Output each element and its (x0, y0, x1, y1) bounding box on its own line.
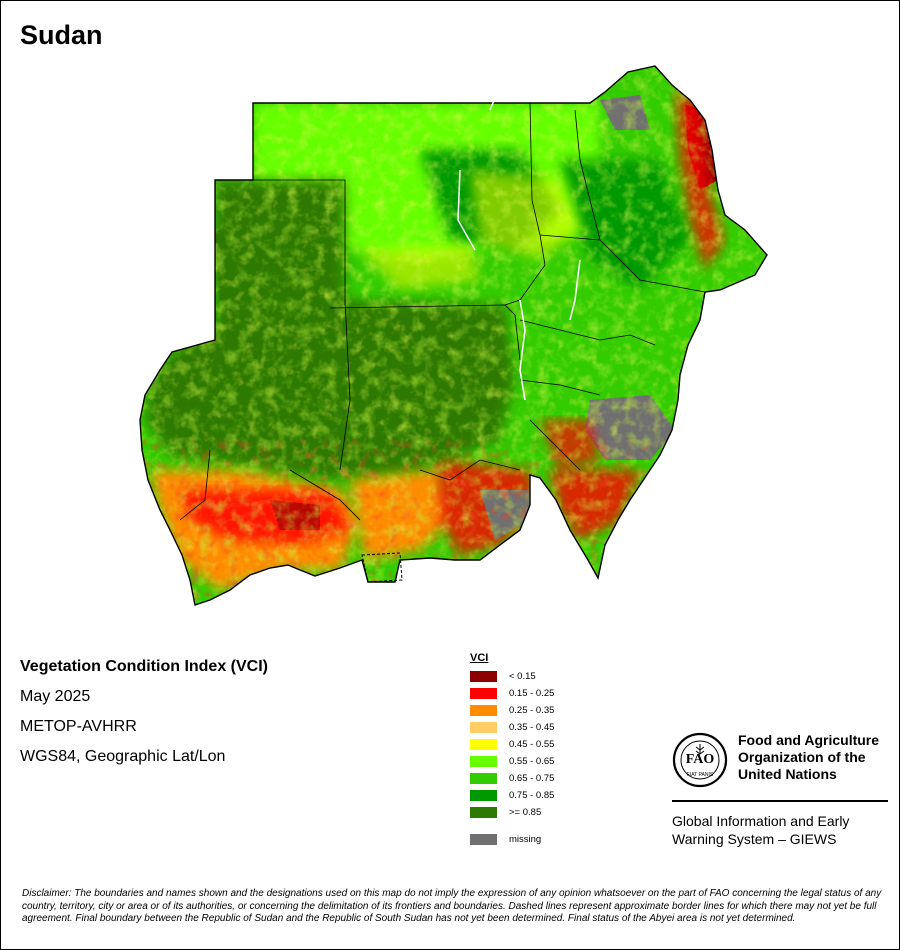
projection: WGS84, Geographic Lat/Lon (20, 748, 226, 765)
state-boundaries (179, 102, 706, 521)
legend-swatch (470, 756, 497, 767)
org-name-line2: Organization of the (738, 749, 866, 765)
giews-line2: Warning System – GIEWS (672, 831, 837, 847)
legend-item-missing: missing (470, 831, 554, 848)
legend-label: 0.75 - 0.85 (509, 790, 555, 801)
legend-item: < 0.15 (470, 668, 554, 685)
vci-map (139, 65, 768, 606)
fao-branding: FAO FIAT PANIS Food and Agriculture Orga… (672, 732, 888, 848)
legend-swatch (470, 671, 497, 682)
legend-item: 0.25 - 0.35 (470, 702, 554, 719)
legend-swatch (470, 705, 497, 716)
org-name: Food and Agriculture Organization of the… (738, 732, 879, 783)
nile-river (457, 97, 581, 401)
legend-swatch-missing (470, 834, 497, 845)
legend-item: 0.35 - 0.45 (470, 719, 554, 736)
legend-label: 0.15 - 0.25 (509, 688, 555, 699)
disclaimer: Disclaimer: The boundaries and names sho… (22, 888, 882, 925)
legend-item: 0.45 - 0.55 (470, 736, 554, 753)
logo-motto: FIAT PANIS (687, 772, 714, 778)
legend-label: 0.25 - 0.35 (509, 705, 555, 716)
legend-swatch (470, 688, 497, 699)
sensor-name: METOP-AVHRR (20, 718, 137, 735)
legend-swatch (470, 790, 497, 801)
legend-label: >= 0.85 (509, 807, 542, 818)
vci-raster (140, 66, 767, 605)
legend-swatch (470, 722, 497, 733)
legend-item: 0.15 - 0.25 (470, 685, 554, 702)
giews-name: Global Information and Early Warning Sys… (672, 812, 888, 848)
map-title: Sudan (20, 20, 103, 50)
abyei-area (361, 552, 403, 583)
vci-legend: VCI < 0.15 0.15 - 0.25 0.25 - 0.35 0.35 - 0… (470, 652, 554, 848)
legend-item: 0.75 - 0.85 (470, 787, 554, 804)
org-name-line1: Food and Agriculture (738, 732, 880, 748)
legend-item: 0.65 - 0.75 (470, 770, 554, 787)
logo-letters: FAO (686, 752, 715, 767)
legend-item: >= 0.85 (470, 804, 554, 821)
legend-swatch (470, 773, 497, 784)
legend-label: 0.55 - 0.65 (509, 756, 555, 767)
legend-label: < 0.15 (509, 671, 536, 682)
org-name-line3: United Nations (738, 766, 837, 782)
fao-logo-icon: FAO FIAT PANIS (672, 732, 728, 788)
map-date: May 2025 (20, 688, 91, 705)
legend-label: 0.35 - 0.45 (509, 722, 555, 733)
legend-label: 0.65 - 0.75 (509, 773, 555, 784)
legend-label: 0.45 - 0.55 (509, 739, 555, 750)
legend-swatch (470, 807, 497, 818)
giews-line1: Global Information and Early (672, 813, 850, 829)
legend-label-missing: missing (509, 834, 542, 845)
country-border (139, 65, 768, 606)
divider (672, 800, 888, 802)
legend-title: VCI (470, 652, 489, 664)
map-info: Vegetation Condition Index (VCI) May 202… (20, 656, 268, 776)
legend-item: 0.55 - 0.65 (470, 753, 554, 770)
index-name: Vegetation Condition Index (VCI) (20, 658, 268, 675)
legend-swatch (470, 739, 497, 750)
